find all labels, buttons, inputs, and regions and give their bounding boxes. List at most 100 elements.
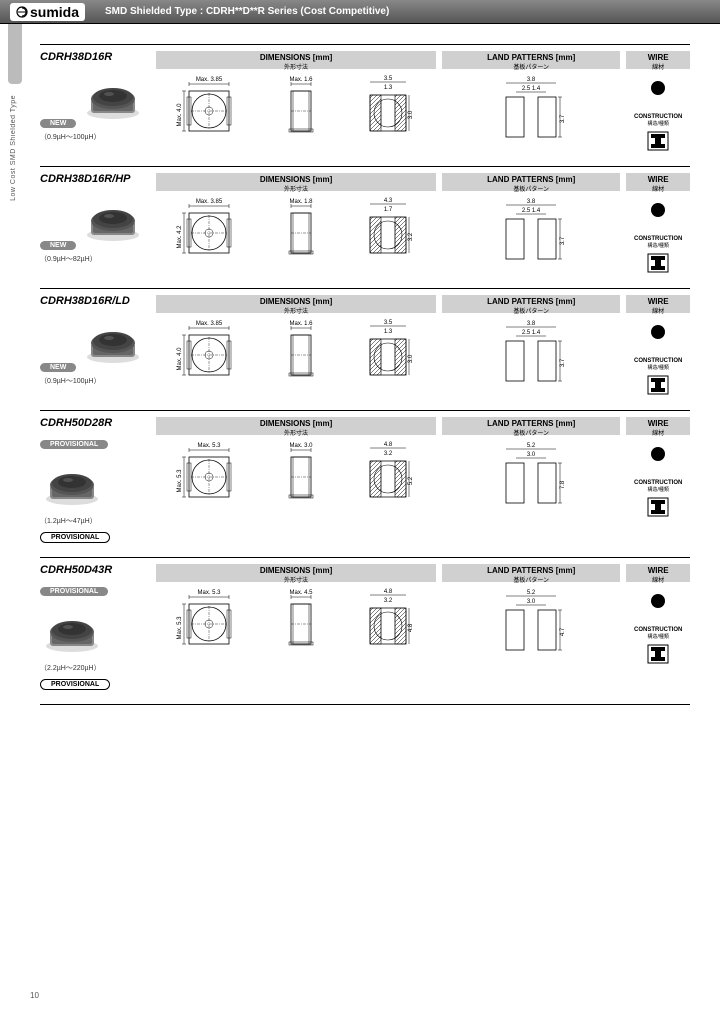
svg-text:3.7: 3.7	[560, 114, 566, 123]
svg-text:Max. 4.5: Max. 4.5	[290, 590, 314, 596]
dimension-drawings: Max. 3.85 Max. 4.2 Max. 1.8 4.3 1.7 3.2	[156, 195, 436, 278]
footprint-drawing: 3.5 1.3 3.0	[359, 317, 417, 395]
section-headers: DIMENSIONS [mm]外形寸法 LAND PATTERNS [mm]基板…	[156, 417, 690, 435]
svg-text:Max. 4.2: Max. 4.2	[177, 225, 183, 249]
datasheet-page: sumida SMD Shielded Type : CDRH**D**R Se…	[0, 0, 720, 1012]
drawings-row: Max. 3.85 Max. 4.0 Max. 1.6 3.5 1.3 3.0	[156, 317, 690, 400]
dimensions-header: DIMENSIONS [mm]外形寸法	[156, 417, 436, 435]
dimension-drawings: Max. 3.85 Max. 4.0 Max. 1.6 3.5 1.3 3.0	[156, 73, 436, 156]
section-headers: DIMENSIONS [mm]外形寸法 LAND PATTERNS [mm]基板…	[156, 564, 690, 582]
section-headers: DIMENSIONS [mm]外形寸法 LAND PATTERNS [mm]基板…	[156, 51, 690, 69]
svg-text:Max. 5.3: Max. 5.3	[177, 616, 183, 640]
product-row: CDRH38D16R/HP NEW （0.9µH～82µH） DIMENSION…	[40, 166, 690, 288]
sumida-icon	[16, 6, 28, 18]
product-row: CDRH38D16R/LD NEW （0.9µH～100µH） DIMENSIO…	[40, 288, 690, 410]
drawings-area: DIMENSIONS [mm]外形寸法 LAND PATTERNS [mm]基板…	[156, 51, 690, 156]
wire-header: WIRE線材	[626, 51, 690, 69]
svg-text:5.2: 5.2	[527, 590, 536, 596]
wire-construction: CONSTRUCTION 構造/種類	[626, 317, 690, 400]
component-photo	[40, 604, 105, 654]
dimensions-header: DIMENSIONS [mm]外形寸法	[156, 564, 436, 582]
land-header: LAND PATTERNS [mm]基板パターン	[442, 417, 620, 435]
inductance-range: （0.9µH～100µH）	[40, 376, 148, 386]
svg-text:Max. 4.0: Max. 4.0	[177, 347, 183, 371]
inductance-range: （1.2µH～47µH）	[40, 516, 148, 526]
status-badge: NEW	[40, 241, 76, 250]
part-number: CDRH50D43R	[40, 564, 148, 576]
dimension-drawings: Max. 5.3 Max. 5.3 Max. 3.0 4.8 3.2 5.2	[156, 439, 436, 522]
doc-type: SMD Shielded Type : CDRH**D**R Series (C…	[105, 6, 389, 17]
svg-text:2.5 1.4: 2.5 1.4	[522, 208, 541, 214]
drawings-area: DIMENSIONS [mm]外形寸法 LAND PATTERNS [mm]基板…	[156, 295, 690, 400]
drawings-row: Max. 5.3 Max. 5.3 Max. 3.0 4.8 3.2 5.2	[156, 439, 690, 522]
provisional-badge: PROVISIONAL	[40, 532, 110, 543]
svg-text:3.7: 3.7	[560, 358, 566, 367]
section-headers: DIMENSIONS [mm]外形寸法 LAND PATTERNS [mm]基板…	[156, 295, 690, 313]
part-number: CDRH50D28R	[40, 417, 148, 429]
product-info: CDRH50D28R PROVISIONAL （1.2µH～47µH） PROV…	[40, 417, 148, 547]
status-badge: NEW	[40, 119, 76, 128]
provisional-badge: PROVISIONAL	[40, 679, 110, 690]
svg-text:3.8: 3.8	[527, 77, 536, 83]
component-photo	[81, 193, 146, 243]
status-badge: PROVISIONAL	[40, 587, 108, 596]
footprint-drawing: 4.8 3.2 4.8	[359, 586, 417, 664]
drawings-area: DIMENSIONS [mm]外形寸法 LAND PATTERNS [mm]基板…	[156, 564, 690, 694]
product-info: CDRH50D43R PROVISIONAL （2.2µH～220µH） PRO…	[40, 564, 148, 694]
svg-text:3.0: 3.0	[527, 599, 536, 605]
land-pattern-drawing: 5.2 3.0 4.7	[486, 586, 576, 664]
component-photo	[40, 457, 105, 507]
land-header: LAND PATTERNS [mm]基板パターン	[442, 51, 620, 69]
construction-icon	[647, 497, 669, 517]
wire-construction: CONSTRUCTION 構造/種類	[626, 439, 690, 522]
land-pattern-drawing: 3.8 2.5 1.4 3.7	[486, 317, 576, 395]
part-number: CDRH38D16R/HP	[40, 173, 148, 185]
svg-text:Max. 3.85: Max. 3.85	[196, 77, 223, 83]
svg-text:3.2: 3.2	[384, 598, 393, 604]
land-drawing: 3.8 2.5 1.4 3.7	[442, 195, 620, 278]
status-badge: NEW	[40, 363, 76, 372]
svg-text:3.5: 3.5	[384, 76, 393, 82]
construction-icon	[647, 253, 669, 273]
drawings-row: Max. 3.85 Max. 4.2 Max. 1.8 4.3 1.7 3.2	[156, 195, 690, 278]
inductance-range: （2.2µH～220µH）	[40, 663, 148, 673]
svg-text:Max. 3.85: Max. 3.85	[196, 321, 223, 327]
top-view-drawing: Max. 5.3 Max. 5.3	[175, 586, 243, 664]
wire-dot-icon	[651, 594, 665, 608]
svg-text:7.8: 7.8	[560, 480, 566, 489]
wire-header: WIRE線材	[626, 173, 690, 191]
component-photo	[81, 71, 146, 121]
product-row: CDRH50D43R PROVISIONAL （2.2µH～220µH） PRO…	[40, 557, 690, 705]
svg-text:1.3: 1.3	[384, 329, 393, 335]
land-drawing: 3.8 2.5 1.4 3.7	[442, 317, 620, 400]
construction-sub: 構造/種類	[626, 633, 690, 640]
wire-dot-icon	[651, 447, 665, 461]
dimensions-header: DIMENSIONS [mm]外形寸法	[156, 51, 436, 69]
land-pattern-drawing: 3.8 2.5 1.4 3.7	[486, 195, 576, 273]
wire-dot-icon	[651, 325, 665, 339]
footprint-drawing: 4.8 3.2 5.2	[359, 439, 417, 517]
svg-text:Max. 1.6: Max. 1.6	[290, 321, 314, 327]
svg-text:4.8: 4.8	[384, 589, 393, 595]
svg-text:4.7: 4.7	[560, 627, 566, 636]
side-label: Low Cost SMD Shielded Type	[10, 95, 17, 201]
dimensions-header: DIMENSIONS [mm]外形寸法	[156, 295, 436, 313]
construction-sub: 構造/種類	[626, 486, 690, 493]
side-view-drawing: Max. 1.6	[281, 317, 321, 395]
svg-text:Max. 1.6: Max. 1.6	[290, 77, 314, 83]
wire-header: WIRE線材	[626, 417, 690, 435]
brand-text: sumida	[30, 4, 79, 20]
land-drawing: 5.2 3.0 7.8	[442, 439, 620, 522]
svg-text:3.0: 3.0	[527, 452, 536, 458]
product-row: CDRH50D28R PROVISIONAL （1.2µH～47µH） PROV…	[40, 410, 690, 557]
land-pattern-drawing: 3.8 2.5 1.4 3.7	[486, 73, 576, 151]
product-info: CDRH38D16R/HP NEW （0.9µH～82µH）	[40, 173, 148, 278]
construction-sub: 構造/種類	[626, 120, 690, 127]
land-drawing: 5.2 3.0 4.7	[442, 586, 620, 669]
part-number: CDRH38D16R/LD	[40, 295, 148, 307]
products-list: CDRH38D16R NEW （0.9µH～100µH） DIMENSIONS …	[40, 44, 690, 705]
status-badge: PROVISIONAL	[40, 440, 108, 449]
land-header: LAND PATTERNS [mm]基板パターン	[442, 564, 620, 582]
wire-construction: CONSTRUCTION 構造/種類	[626, 195, 690, 278]
footprint-drawing: 4.3 1.7 3.2	[359, 195, 417, 273]
